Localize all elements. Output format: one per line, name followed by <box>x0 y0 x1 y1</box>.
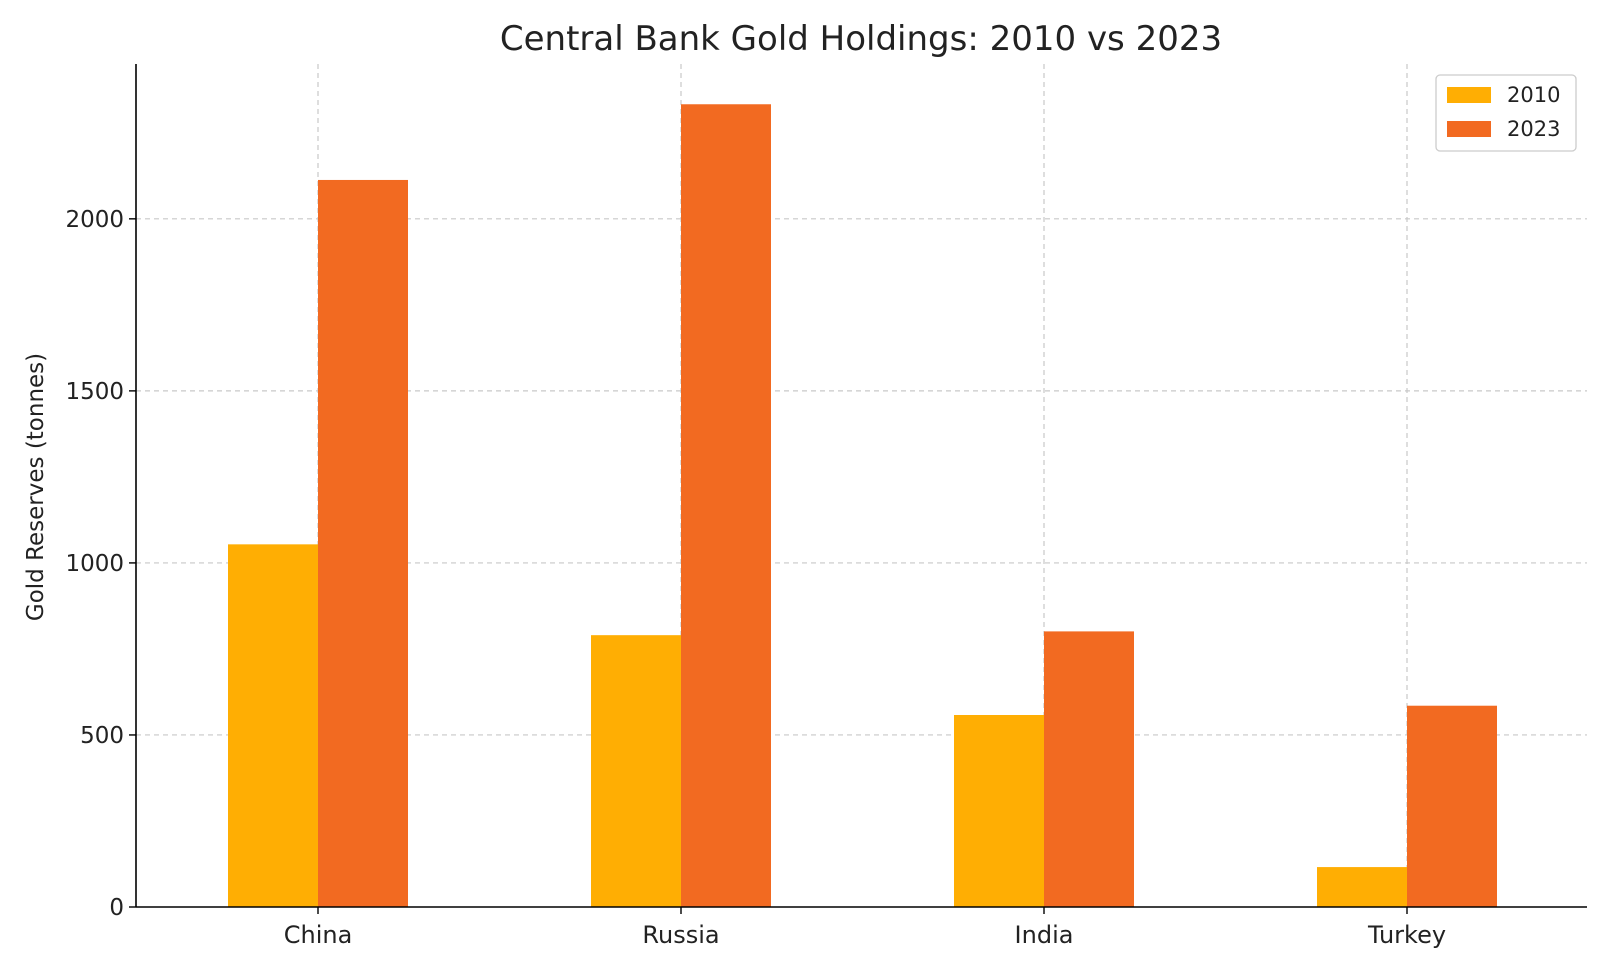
legend-swatch-2010 <box>1447 87 1491 103</box>
bar-2023-china <box>318 179 408 907</box>
bar-2010-russia <box>591 635 681 907</box>
y-tick-label: 1500 <box>65 379 124 405</box>
legend-label-2010: 2010 <box>1507 83 1560 107</box>
bar-2010-india <box>954 715 1044 907</box>
bar-2023-india <box>1044 631 1134 907</box>
x-tick-label-india: India <box>1015 921 1074 949</box>
legend-label-2023: 2023 <box>1507 117 1560 141</box>
x-tick-label-china: China <box>284 921 353 949</box>
x-ticks: China Russia India Turkey <box>284 907 1446 949</box>
x-tick-label-turkey: Turkey <box>1367 921 1446 949</box>
y-tick-label: 500 <box>80 723 124 749</box>
axes-layer <box>135 64 1587 908</box>
y-ticks: 0 500 1000 1500 2000 <box>65 207 136 921</box>
bar-2023-turkey <box>1407 705 1497 907</box>
y-tick-label: 2000 <box>65 207 124 233</box>
y-tick-label: 0 <box>109 895 124 921</box>
bar-2010-china <box>228 544 318 907</box>
bars-layer <box>228 104 1497 907</box>
bar-2010-turkey <box>1317 867 1407 907</box>
bar-2023-russia <box>681 104 771 907</box>
legend-swatch-2023 <box>1447 121 1491 137</box>
chart-title: Central Bank Gold Holdings: 2010 vs 2023 <box>500 19 1222 59</box>
x-tick-label-russia: Russia <box>642 921 719 949</box>
legend: 2010 2023 <box>1435 74 1577 152</box>
y-tick-label: 1000 <box>65 551 124 577</box>
y-axis-label: Gold Reserves (tonnes) <box>23 353 49 621</box>
